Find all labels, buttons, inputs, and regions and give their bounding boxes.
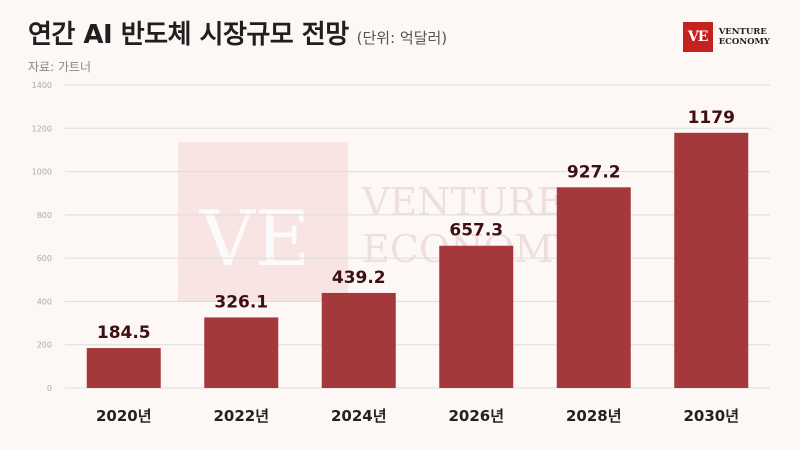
x-tick-label: 2022년 — [213, 407, 269, 425]
x-tick-label: 2024년 — [331, 407, 387, 425]
x-tick-label: 2020년 — [96, 407, 152, 425]
bar-value-label: 1179 — [688, 108, 735, 128]
bar-value-label: 326.1 — [214, 292, 268, 312]
venture-economy-logo: VE VENTURE ECONOMY — [682, 22, 770, 52]
bar-value-label: 657.3 — [449, 221, 503, 241]
bar — [674, 132, 749, 388]
logo-line2: ECONOMY — [718, 37, 770, 47]
y-tick-label: 0 — [47, 384, 52, 393]
bar-value-label: 184.5 — [97, 323, 151, 343]
y-tick-label: 800 — [37, 211, 52, 220]
y-tick-label: 600 — [37, 254, 52, 263]
y-tick-label: 1200 — [32, 124, 52, 133]
bar — [86, 348, 161, 388]
chart-header: 연간 AI 반도체 시장규모 전망 (단위: 억달러) — [28, 14, 447, 51]
chart-title: 연간 AI 반도체 시장규모 전망 — [28, 20, 349, 50]
bar — [321, 292, 396, 388]
y-tick-label: 1000 — [32, 168, 52, 177]
x-tick-label: 2026년 — [448, 407, 504, 425]
logo-line1: VENTURE — [718, 27, 767, 37]
bar — [204, 317, 279, 388]
y-tick-label: 400 — [37, 297, 52, 306]
y-tick-label: 200 — [37, 341, 52, 350]
y-tick-label: 1400 — [32, 81, 52, 90]
bar-value-label: 927.2 — [567, 162, 621, 182]
bar — [556, 187, 631, 388]
logo-mark: VE — [682, 22, 713, 52]
bar — [439, 245, 514, 388]
unit-label: (단위: 억달러) — [356, 29, 448, 47]
x-tick-label: 2030년 — [683, 407, 739, 425]
x-tick-label: 2028년 — [566, 407, 622, 425]
bar-value-label: 439.2 — [332, 268, 386, 288]
source-label: 자료: 가트너 — [28, 60, 92, 74]
